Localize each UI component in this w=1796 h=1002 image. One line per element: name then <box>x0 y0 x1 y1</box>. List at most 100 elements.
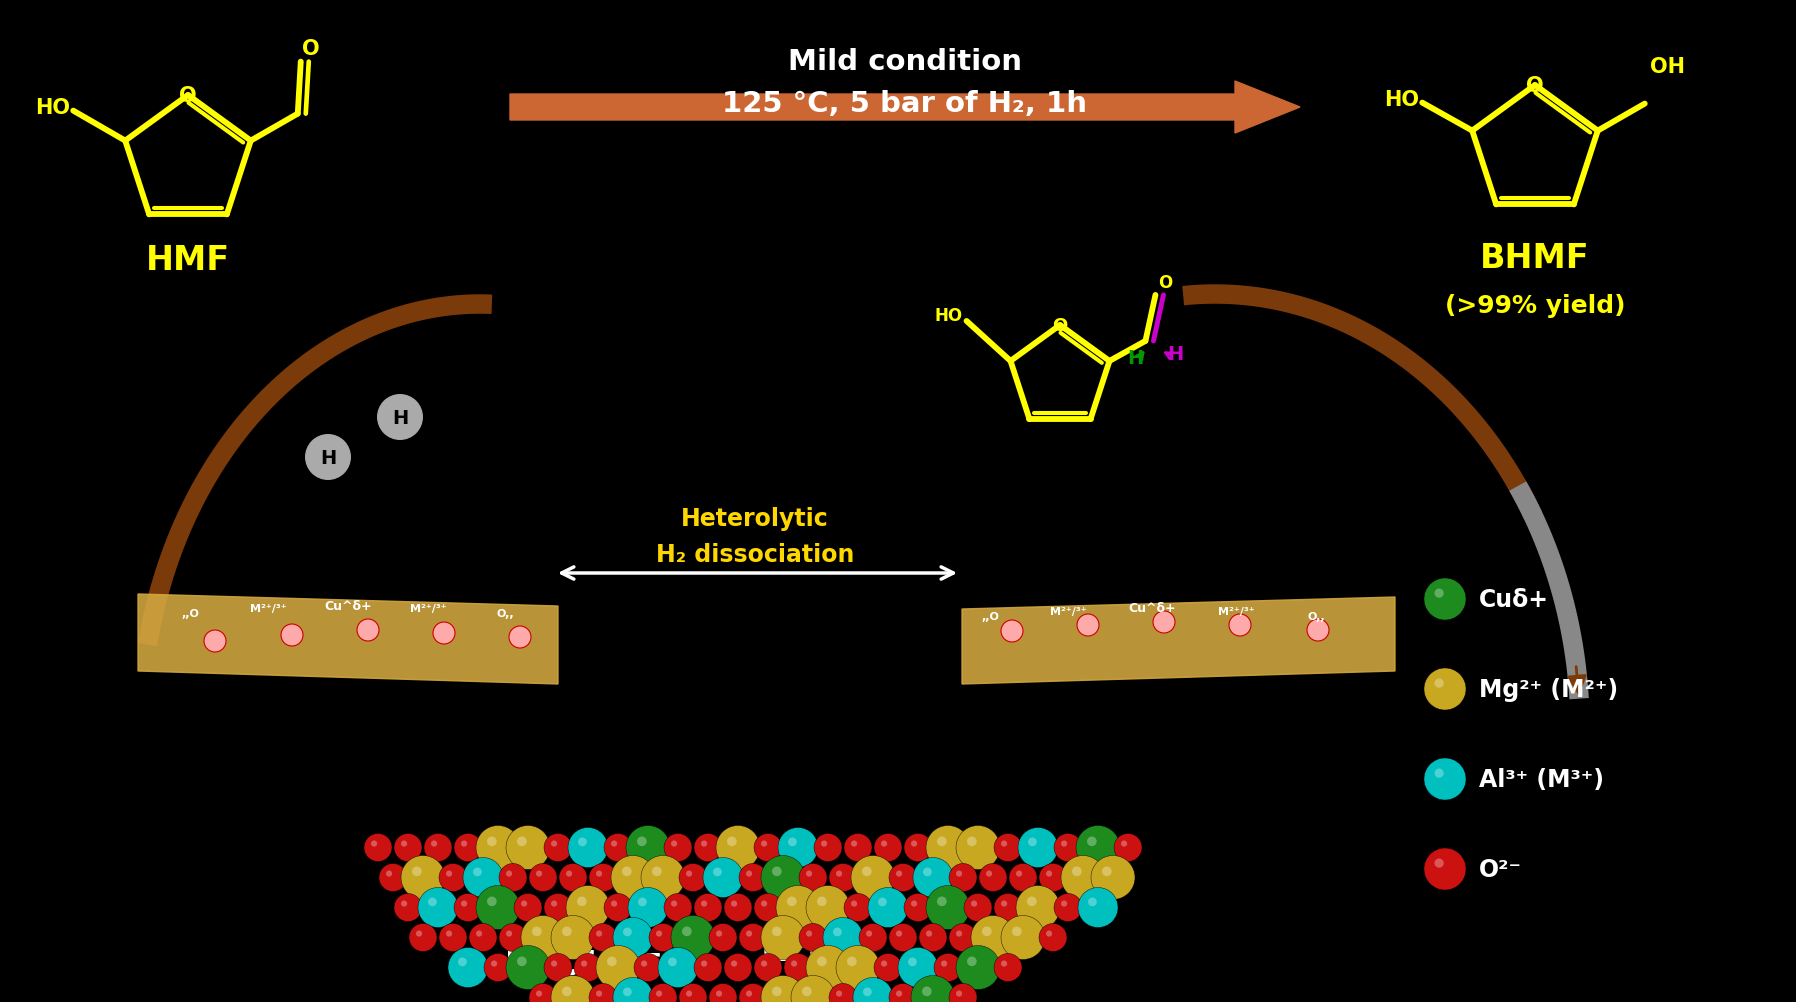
Circle shape <box>596 946 639 990</box>
Circle shape <box>521 916 566 960</box>
Circle shape <box>589 864 618 892</box>
Circle shape <box>955 826 1000 870</box>
Circle shape <box>1045 871 1052 877</box>
Circle shape <box>790 976 835 1002</box>
Circle shape <box>672 841 677 847</box>
Circle shape <box>427 898 436 907</box>
Circle shape <box>972 901 977 907</box>
Circle shape <box>803 987 812 996</box>
Text: M²⁺/³⁺: M²⁺/³⁺ <box>250 603 286 613</box>
Circle shape <box>1087 837 1097 847</box>
Circle shape <box>851 841 857 847</box>
Circle shape <box>875 834 902 862</box>
Circle shape <box>562 927 571 936</box>
Circle shape <box>1078 888 1117 928</box>
Circle shape <box>806 886 850 930</box>
Circle shape <box>762 976 805 1002</box>
Circle shape <box>1054 834 1081 862</box>
Circle shape <box>762 901 767 907</box>
Circle shape <box>517 837 526 847</box>
Circle shape <box>875 954 902 982</box>
Circle shape <box>1061 901 1067 907</box>
Circle shape <box>607 957 616 966</box>
Circle shape <box>896 931 902 937</box>
Text: H: H <box>392 408 408 427</box>
Circle shape <box>596 931 602 937</box>
Circle shape <box>693 834 722 862</box>
Circle shape <box>506 871 512 877</box>
Circle shape <box>611 841 618 847</box>
Circle shape <box>1114 834 1142 862</box>
Circle shape <box>835 871 842 877</box>
Circle shape <box>476 886 521 930</box>
Circle shape <box>401 901 408 907</box>
Text: (>99% yield): (>99% yield) <box>1444 294 1625 318</box>
Circle shape <box>889 984 918 1002</box>
Circle shape <box>506 826 550 870</box>
Circle shape <box>638 898 647 907</box>
Circle shape <box>955 871 963 877</box>
Circle shape <box>679 864 708 892</box>
Circle shape <box>386 871 392 877</box>
Circle shape <box>562 987 571 996</box>
Circle shape <box>1307 619 1329 641</box>
Circle shape <box>911 901 918 907</box>
Circle shape <box>499 924 526 952</box>
Circle shape <box>948 864 977 892</box>
Circle shape <box>830 984 857 1002</box>
Circle shape <box>864 988 871 996</box>
Circle shape <box>927 931 932 937</box>
Circle shape <box>447 948 489 988</box>
Circle shape <box>205 630 226 652</box>
Circle shape <box>772 927 781 936</box>
Circle shape <box>806 946 850 990</box>
Circle shape <box>702 858 744 898</box>
Circle shape <box>717 826 760 870</box>
Circle shape <box>923 868 932 877</box>
Circle shape <box>1009 864 1036 892</box>
Circle shape <box>986 871 991 877</box>
Circle shape <box>656 931 663 937</box>
Circle shape <box>785 954 812 982</box>
Circle shape <box>934 954 963 982</box>
Circle shape <box>866 931 873 937</box>
Circle shape <box>575 954 602 982</box>
Circle shape <box>993 894 1022 922</box>
Circle shape <box>648 924 677 952</box>
Text: Cuδ+: Cuδ+ <box>1478 587 1548 611</box>
Circle shape <box>668 958 677 966</box>
Circle shape <box>806 931 812 937</box>
Circle shape <box>657 948 699 988</box>
Text: Mild condition: Mild condition <box>788 48 1022 76</box>
Text: Mg²⁺ (M²⁺): Mg²⁺ (M²⁺) <box>1478 677 1618 701</box>
Circle shape <box>551 901 557 907</box>
Circle shape <box>469 924 497 952</box>
Circle shape <box>506 946 550 990</box>
Circle shape <box>305 435 350 481</box>
Text: O²⁻: O²⁻ <box>1478 857 1521 881</box>
Circle shape <box>724 954 753 982</box>
Circle shape <box>835 991 842 997</box>
Circle shape <box>1027 838 1036 847</box>
Circle shape <box>462 901 467 907</box>
Circle shape <box>535 991 542 997</box>
Circle shape <box>1121 841 1128 847</box>
Circle shape <box>964 894 991 922</box>
Circle shape <box>530 864 557 892</box>
Circle shape <box>1061 856 1105 900</box>
Circle shape <box>830 864 857 892</box>
Text: H: H <box>1167 345 1184 364</box>
Text: O: O <box>180 86 198 106</box>
Circle shape <box>1045 931 1052 937</box>
Circle shape <box>596 871 602 877</box>
Circle shape <box>848 957 857 966</box>
Circle shape <box>508 626 532 648</box>
Circle shape <box>521 901 528 907</box>
Circle shape <box>652 867 661 877</box>
Circle shape <box>821 841 828 847</box>
Circle shape <box>629 888 668 928</box>
Circle shape <box>941 961 946 967</box>
Circle shape <box>817 957 826 966</box>
Circle shape <box>393 894 422 922</box>
Circle shape <box>862 867 871 877</box>
